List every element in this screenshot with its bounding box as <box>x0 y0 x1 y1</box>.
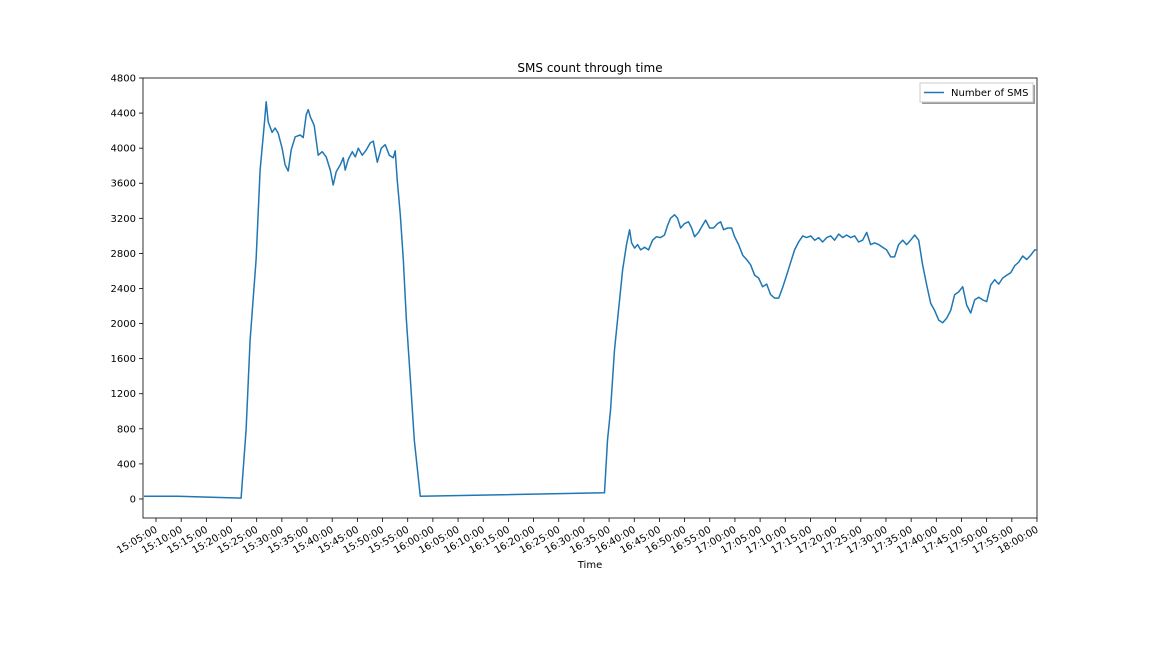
chart-title: SMS count through time <box>517 61 662 75</box>
y-tick-label: 0 <box>130 494 136 505</box>
x-axis-label: Time <box>577 560 602 571</box>
y-tick-label: 2400 <box>111 284 136 295</box>
legend-label: Number of SMS <box>951 88 1029 99</box>
y-tick-label: 1200 <box>111 389 136 400</box>
series-line <box>144 100 1037 499</box>
y-tick-label: 4000 <box>111 144 136 155</box>
legend-box <box>919 82 1034 103</box>
y-tick-label: 2000 <box>111 319 136 330</box>
y-tick-label: 3200 <box>111 214 136 225</box>
axes-frame <box>142 77 1038 519</box>
y-tick-label: 400 <box>117 459 136 470</box>
y-tick-label: 2800 <box>111 249 136 260</box>
y-tick-label: 1600 <box>111 354 136 365</box>
y-tick-label: 3600 <box>111 179 136 190</box>
y-tick-label: 4400 <box>111 109 136 120</box>
y-tick-label: 800 <box>117 424 136 435</box>
y-tick-label: 4800 <box>111 74 136 85</box>
